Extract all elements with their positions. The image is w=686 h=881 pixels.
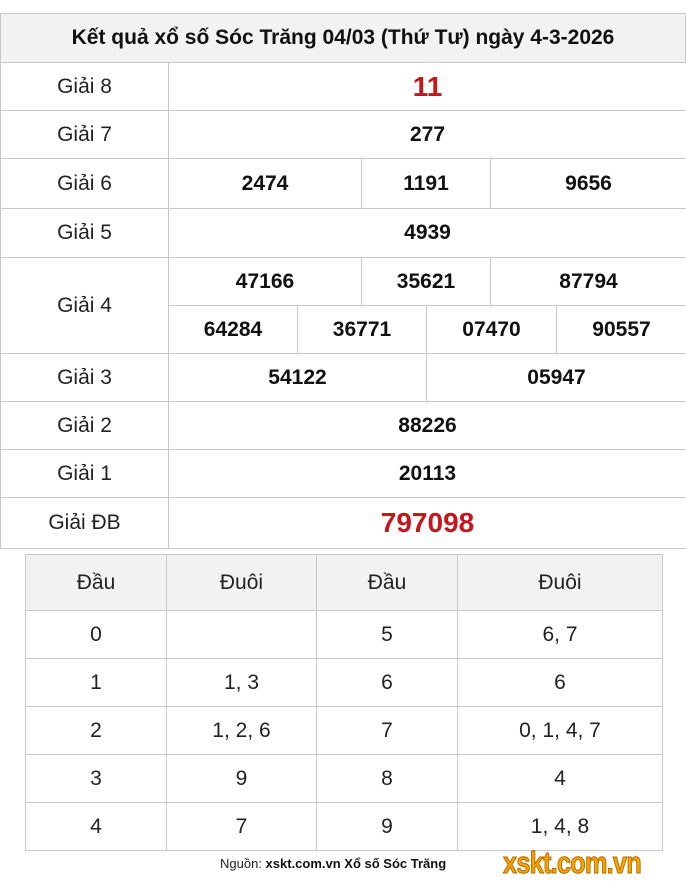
xskt-logo: xskt.com.vn	[503, 845, 643, 881]
loto-cell: 1, 3	[166, 658, 317, 707]
loto-cell: 7	[166, 802, 317, 851]
prize-label-g6: Giải 6	[0, 158, 169, 209]
prize-label-g3: Giải 3	[0, 353, 169, 402]
loto-cell: 1, 2, 6	[166, 706, 317, 755]
prize-label-gdb: Giải ĐB	[0, 497, 169, 549]
source-prefix: Nguồn:	[220, 856, 262, 871]
loto-header: Đầu	[316, 554, 458, 611]
loto-cell: 0, 1, 4, 7	[457, 706, 663, 755]
special-prize-number: 797098	[168, 497, 686, 549]
source-link[interactable]: xskt.com.vn Xổ số Sóc Trăng	[265, 856, 447, 871]
loto-header: Đuôi	[166, 554, 317, 611]
prize-number: 1191	[361, 158, 491, 209]
prize-label-g5: Giải 5	[0, 208, 169, 258]
prize-number: 35621	[361, 257, 491, 306]
loto-cell: 6, 7	[457, 610, 663, 659]
prize-label-g4: Giải 4	[0, 257, 169, 354]
loto-header: Đầu	[25, 554, 167, 611]
prize-number: 2474	[168, 158, 362, 209]
prize-number: 20113	[168, 449, 686, 498]
page-title: Kết quả xổ số Sóc Trăng 04/03 (Thứ Tư) n…	[0, 13, 686, 63]
loto-cell: 3	[25, 754, 167, 803]
prize-label-g1: Giải 1	[0, 449, 169, 498]
prize-number: 9656	[490, 158, 686, 209]
prize-number: 88226	[168, 401, 686, 450]
loto-cell: 6	[457, 658, 663, 707]
loto-cell: 8	[316, 754, 458, 803]
prize-label-g2: Giải 2	[0, 401, 169, 450]
loto-cell: 7	[316, 706, 458, 755]
loto-cell: 0	[25, 610, 167, 659]
source-footer: Nguồn: xskt.com.vn Xổ số Sóc Trăng	[220, 856, 446, 871]
loto-cell: 9	[316, 802, 458, 851]
prize-number: 4939	[168, 208, 686, 258]
prize-number: 36771	[297, 305, 427, 354]
loto-cell	[166, 610, 317, 659]
loto-cell: 2	[25, 706, 167, 755]
loto-cell: 5	[316, 610, 458, 659]
loto-cell: 4	[25, 802, 167, 851]
prize-number: 54122	[168, 353, 427, 402]
prize-label-g8: Giải 8	[0, 62, 169, 111]
loto-cell: 1	[25, 658, 167, 707]
prize-number: 277	[168, 110, 686, 159]
prize-number: 47166	[168, 257, 362, 306]
loto-cell: 1, 4, 8	[457, 802, 663, 851]
prize-number: 07470	[426, 305, 557, 354]
prize-label-g7: Giải 7	[0, 110, 169, 159]
prize-number: 87794	[490, 257, 686, 306]
prize-number: 05947	[426, 353, 686, 402]
prize-number: 90557	[556, 305, 686, 354]
loto-cell: 6	[316, 658, 458, 707]
loto-header: Đuôi	[457, 554, 663, 611]
prize-number: 11	[168, 62, 686, 111]
loto-cell: 9	[166, 754, 317, 803]
loto-cell: 4	[457, 754, 663, 803]
prize-number: 64284	[168, 305, 298, 354]
